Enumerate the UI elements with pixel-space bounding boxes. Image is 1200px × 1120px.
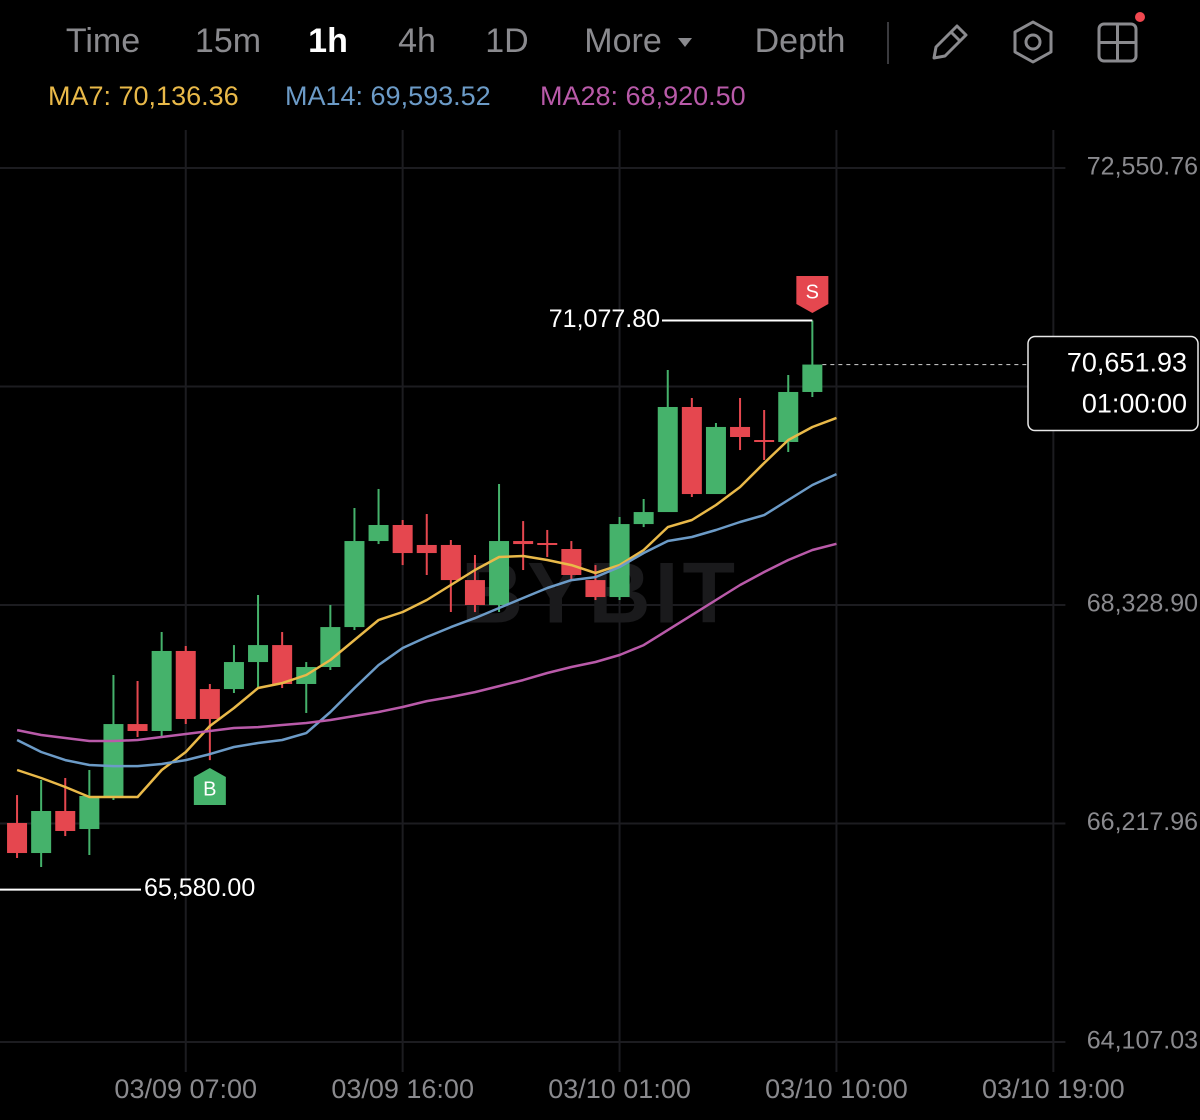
candle-body xyxy=(151,650,172,731)
buy-marker-label: B xyxy=(203,778,216,800)
candle-body xyxy=(513,541,534,545)
candle-body xyxy=(730,426,751,438)
plot xyxy=(7,320,838,868)
x-tick-label: 03/10 19:00 xyxy=(982,1074,1125,1104)
y-tick-label: 64,107.03 xyxy=(1087,1027,1198,1055)
candle-body xyxy=(802,364,823,392)
candle-body xyxy=(705,426,726,495)
last-price-box xyxy=(1027,335,1199,432)
toolbar-item[interactable]: 15m xyxy=(195,22,261,60)
candle-body xyxy=(657,406,678,513)
candle-body xyxy=(7,823,28,854)
ma-line xyxy=(16,542,837,743)
toolbar-item[interactable]: Time xyxy=(66,22,140,60)
candle-body xyxy=(344,541,365,628)
x-tick-label: 03/10 10:00 xyxy=(765,1074,908,1104)
candle-body xyxy=(537,543,558,546)
y-tick-label: 66,217.96 xyxy=(1087,808,1198,836)
countdown-label: 01:00:00 xyxy=(1082,389,1187,419)
candle-body xyxy=(416,544,437,554)
x-tick-label: 03/09 07:00 xyxy=(114,1074,257,1104)
candle-body xyxy=(464,580,485,606)
candle-body xyxy=(31,811,52,854)
candle-body xyxy=(489,541,510,606)
overlay: 71,077.80 65,580.00 B S 70,651.93 01:00:00 xyxy=(0,276,1199,902)
x-tick-label: 03/10 01:00 xyxy=(548,1074,691,1104)
y-tick-label: 68,328.90 xyxy=(1087,590,1198,618)
settings-icon[interactable] xyxy=(1013,20,1053,64)
candle-body xyxy=(248,645,269,663)
candle-body xyxy=(175,650,196,719)
candle-body xyxy=(561,549,582,575)
legend-entry: MA14: 69,593.52 xyxy=(285,81,491,111)
more-caret[interactable] xyxy=(678,38,692,47)
grid: 64,107.0366,217.9668,328.9070,439.8372,5… xyxy=(0,130,1198,1104)
toolbar-item[interactable]: 1h xyxy=(308,22,348,60)
x-tick-label: 03/09 16:00 xyxy=(331,1074,474,1104)
candle-body xyxy=(392,524,413,554)
y-tick-label: 72,550.76 xyxy=(1087,153,1198,181)
candle-body xyxy=(223,662,244,690)
candle-body xyxy=(103,724,124,796)
toolbar-item[interactable]: More xyxy=(584,22,661,60)
candle-body xyxy=(609,524,630,598)
legend: MA7: 70,136.36 MA14: 69,593.52 MA28: 68,92… xyxy=(48,81,746,111)
legend-entry: MA28: 68,920.50 xyxy=(540,81,746,111)
high-label: 71,077.80 xyxy=(549,305,660,333)
notification-dot xyxy=(1135,12,1145,22)
candle-body xyxy=(127,724,148,731)
layout-icon[interactable] xyxy=(1097,22,1138,63)
candle-body xyxy=(55,811,76,831)
candle-body xyxy=(440,544,461,581)
ma-line xyxy=(16,416,837,799)
pencil-icon[interactable] xyxy=(932,24,968,60)
candle-body xyxy=(681,406,702,495)
candle-body xyxy=(754,440,775,443)
candle-body xyxy=(778,391,799,442)
toolbar-item[interactable]: Depth xyxy=(755,22,846,60)
candle-body xyxy=(199,689,220,719)
candle-body xyxy=(79,795,100,830)
last-price-label: 70,651.93 xyxy=(1067,348,1187,378)
candle-body xyxy=(633,512,654,525)
ma-line xyxy=(16,472,838,768)
sell-marker[interactable] xyxy=(796,276,829,313)
low-label: 65,580.00 xyxy=(144,874,255,902)
toolbar-item[interactable]: 4h xyxy=(398,22,436,60)
toolbar-item[interactable]: 1D xyxy=(485,22,528,60)
toolbar: Time 15m 1h 4h 1D More Depth xyxy=(66,12,1145,64)
candle-body xyxy=(585,580,606,598)
candle-body xyxy=(272,645,293,684)
candle-body xyxy=(368,524,389,542)
sell-marker-label: S xyxy=(806,281,819,303)
legend-entry: MA7: 70,136.36 xyxy=(48,81,239,111)
buy-marker[interactable] xyxy=(193,768,226,805)
